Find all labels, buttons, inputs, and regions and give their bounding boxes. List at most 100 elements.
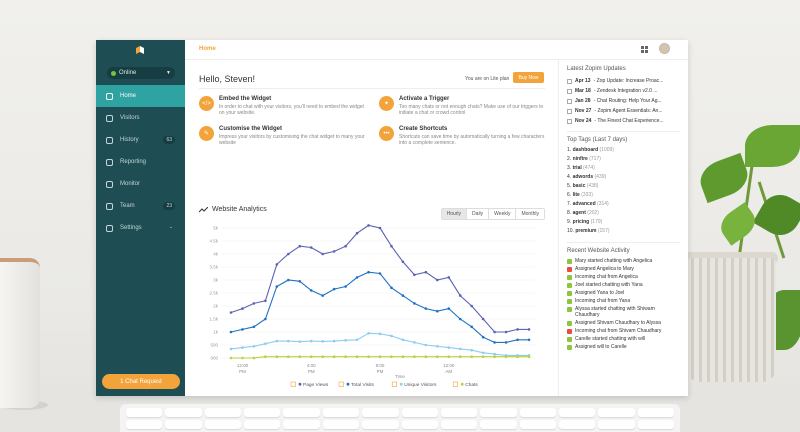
period-hourly-button[interactable]: Hourly [441, 209, 468, 219]
tag-item[interactable]: 6. lite (333) [567, 192, 680, 201]
data-point [367, 224, 370, 227]
tag-rank: 10. [567, 228, 574, 234]
legend-item[interactable]: Page Views [290, 381, 329, 388]
data-point [309, 246, 313, 249]
update-item[interactable]: Nov 27- Zopim Agent Essentials: An... [567, 106, 680, 116]
data-point [275, 355, 279, 358]
data-point [504, 330, 508, 334]
tag-count: (314) [597, 201, 609, 207]
update-date: Jan 28 [575, 98, 591, 104]
tag-item[interactable]: 1. dashboard (1009) [567, 147, 680, 156]
period-weekly-button[interactable]: Weekly [489, 209, 517, 219]
apps-grid-icon[interactable] [641, 46, 648, 53]
tag-count: (474) [583, 165, 595, 171]
tag-item[interactable]: 9. pricing (179) [567, 219, 680, 228]
status-dropdown[interactable]: Online ▼ [107, 67, 175, 79]
chat-request-button[interactable]: 1 Chat Request [102, 374, 180, 389]
activity-item: Incoming chat from Shivam Chaudhary [567, 328, 680, 334]
topbar: Home [185, 40, 688, 60]
keyboard-key [362, 420, 399, 429]
update-date: Nov 27 [575, 108, 592, 114]
sidebar-item-visitors[interactable]: Visitors [96, 107, 185, 129]
activity-text: Assigned Angelica to Mary [575, 266, 634, 272]
task-card[interactable]: ✦ Activate a Trigger Too many chats or not… [379, 96, 545, 116]
legend-checkbox[interactable] [338, 381, 344, 387]
data-point [241, 346, 244, 349]
legend-checkbox[interactable] [391, 381, 397, 387]
tag-name: pricing [572, 219, 590, 225]
data-point [401, 294, 405, 297]
sidebar-item-reporting[interactable]: Reporting [96, 151, 185, 173]
keyboard-key [440, 408, 478, 417]
update-item[interactable]: Nov 24- The Finest Chat Experience... [567, 116, 680, 126]
sidebar-item-home[interactable]: Home [96, 85, 185, 107]
data-point [447, 276, 451, 279]
screen: Online ▼ Home Visitors History 63 Reporting M… [96, 40, 688, 396]
legend-label: Page Views [303, 382, 329, 388]
update-item[interactable]: Mar 18- Zendesk Integration v2.0 ... [567, 86, 680, 96]
team-icon [106, 202, 113, 210]
activity-text: Incoming chat from Shivam Chaudhary [575, 328, 662, 334]
y-tick-label: 500 [210, 343, 218, 348]
tag-item[interactable]: 2. ninfire (717) [567, 156, 680, 165]
sidebar-item-team[interactable]: Team 23 [96, 195, 185, 217]
tag-rank: 4. [567, 174, 572, 180]
checkbox[interactable] [567, 88, 572, 94]
data-point [378, 272, 382, 275]
activity-title: Recent Website Activity [567, 248, 630, 254]
chat-icon [567, 283, 572, 288]
data-point [309, 339, 313, 343]
legend-checkbox[interactable] [290, 381, 296, 387]
chat-icon [567, 259, 572, 264]
data-point [424, 307, 428, 310]
tag-count: (202) [587, 210, 599, 216]
tag-item[interactable]: 3. trial (474) [567, 165, 680, 174]
checkbox[interactable] [567, 98, 572, 104]
legend-item[interactable]: Total Visits [338, 381, 374, 388]
activity-item: Assigned Shivam Chaudhary to Alyssa [567, 320, 680, 326]
tag-item[interactable]: 5. basic (438) [567, 183, 680, 192]
activity-item: Incoming chat from Yana [567, 298, 680, 304]
y-tick-label: 1k [213, 330, 219, 335]
task-card[interactable]: </> Embed the Widget In order to chat with… [199, 96, 365, 116]
tag-name: dashboard [572, 147, 599, 153]
data-point [504, 355, 508, 358]
history-icon [106, 136, 113, 144]
tag-name: agent [572, 210, 586, 216]
legend-item[interactable]: Unique Visitors [391, 381, 437, 388]
tag-name: trial [572, 165, 582, 171]
avatar[interactable] [659, 43, 670, 54]
gear-icon [106, 224, 113, 232]
tag-item[interactable]: 8. agent (202) [567, 210, 680, 219]
sidebar-item-history[interactable]: History 63 [96, 129, 185, 151]
tag-item[interactable]: 7. advanced (314) [567, 201, 680, 210]
activity-item: Carelle started chatting with will [567, 336, 680, 342]
period-monthly-button[interactable]: Monthly [516, 209, 544, 219]
tag-item[interactable]: 10. premium (157) [567, 228, 680, 237]
keyboard-key [519, 408, 556, 417]
legend-checkbox[interactable] [452, 381, 458, 387]
legend-item[interactable]: Chats [452, 381, 478, 388]
task-card[interactable]: ✎ Customise the Widget Impress your visito… [199, 126, 365, 146]
x-tick-label: 12:00 [237, 363, 249, 368]
checkbox[interactable] [567, 108, 572, 114]
activity-item: Assigned will to Carelle [567, 344, 680, 350]
data-point [458, 294, 462, 297]
checkbox[interactable] [567, 78, 572, 84]
update-item[interactable]: Jan 28- Chat Routing: Help Your Ag... [567, 96, 680, 106]
data-point [287, 339, 290, 343]
checkbox[interactable] [567, 118, 572, 124]
buy-now-button[interactable]: Buy Now [513, 72, 544, 83]
period-daily-button[interactable]: Daily [467, 209, 490, 219]
data-point [229, 330, 233, 334]
tag-rank: 9. [567, 219, 572, 225]
count-badge: 23 [163, 202, 175, 210]
tag-item[interactable]: 4. adwords (439) [567, 174, 680, 183]
activity-text: Carelle started chatting with will [575, 336, 646, 342]
breadcrumb[interactable]: Home [199, 46, 216, 52]
update-item[interactable]: Apr 13- Zop Update: Increase Proac... [567, 76, 680, 86]
task-card[interactable]: ••• Create Shortcuts Shortcuts can save ti… [379, 126, 545, 146]
task-description: Shortcuts can save time by automatically… [399, 134, 545, 146]
sidebar-item-settings[interactable]: Settings ⌄ [96, 217, 185, 239]
sidebar-item-monitor[interactable]: Monitor [96, 173, 185, 195]
